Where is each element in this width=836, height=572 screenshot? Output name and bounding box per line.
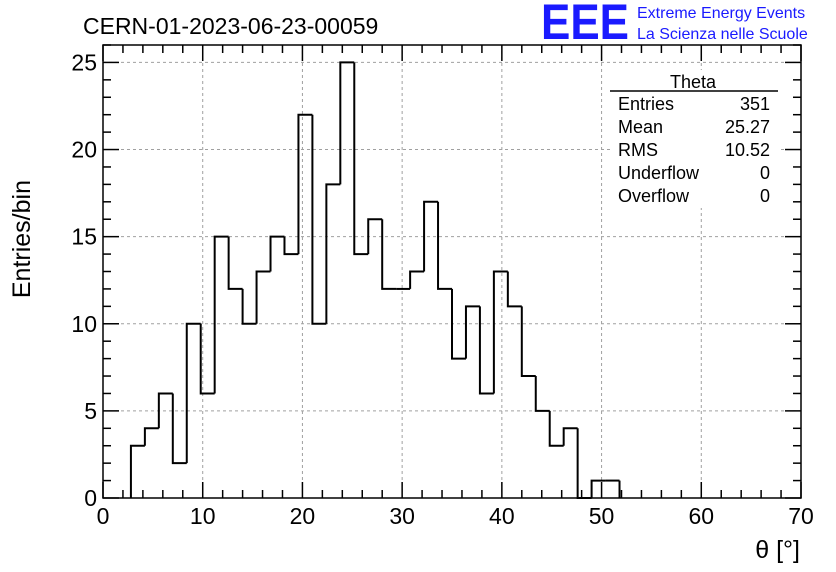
histogram-bin [241, 288, 257, 325]
histogram-bin [325, 183, 341, 324]
axis-ticks [102, 44, 802, 499]
histogram-bin [367, 218, 383, 255]
stats-value: 25.27 [725, 117, 770, 137]
histogram-bin [199, 323, 215, 395]
stats-value: 10.52 [725, 140, 770, 160]
y-tick-label: 20 [71, 137, 97, 163]
histogram-bin [381, 219, 397, 290]
histogram-bin [143, 427, 159, 446]
chart-title: CERN-01-2023-06-23-00059 [83, 13, 378, 39]
x-axis-title: θ [°] [755, 536, 800, 564]
histogram-bin [437, 201, 452, 290]
histogram-bin [157, 392, 173, 429]
y-tick-label: 0 [84, 485, 97, 511]
histogram-bin [590, 479, 606, 498]
stats-value: 351 [740, 94, 770, 114]
histogram-bin [171, 393, 187, 465]
logo-line-1: Extreme Energy Events [637, 5, 805, 22]
eee-logo: EEE Extreme Energy Events La Scienza nel… [541, 0, 808, 50]
stats-label: Entries [618, 94, 674, 114]
histogram-bin [227, 236, 243, 290]
stats-label: RMS [618, 140, 658, 160]
histogram-bin [548, 410, 564, 447]
stats-box: Theta Entries 351 Mean 25.27 RMS 10.52 Underfl… [610, 70, 778, 208]
histogram-bin [269, 235, 285, 272]
x-tick-label: 70 [788, 503, 814, 529]
eee-logo-mark: EEE [541, 0, 629, 50]
x-tick-label: 0 [97, 503, 110, 529]
histogram-bin [339, 61, 355, 185]
histogram-bin [297, 113, 313, 255]
histogram-bin [464, 305, 480, 359]
stats-label: Underflow [618, 163, 700, 183]
y-tick-label: 5 [84, 398, 97, 424]
histogram-bin [478, 306, 494, 395]
stats-value: 0 [760, 163, 770, 183]
stats-box-title: Theta [670, 72, 717, 92]
x-tick-label: 60 [688, 503, 714, 529]
histogram-bin [451, 288, 466, 360]
histogram-bin [520, 306, 536, 378]
histogram-bin [423, 200, 439, 272]
histogram-bin [506, 271, 522, 308]
histogram-bin [311, 114, 327, 325]
stats-label: Overflow [618, 186, 690, 206]
stats-value: 0 [760, 186, 770, 206]
x-tick-label: 30 [389, 503, 415, 529]
histogram-bin [353, 62, 369, 256]
x-tick-label: 10 [190, 503, 216, 529]
histogram-bin [185, 322, 201, 464]
stats-rows: Entries 351 Mean 25.27 RMS 10.52 Underflow 0 Ove… [618, 94, 770, 206]
histogram-bin [213, 235, 229, 394]
stats-box-background [610, 70, 778, 208]
logo-line-2: La Scienza nelle Scuole [637, 26, 808, 43]
x-tick-label: 20 [290, 503, 316, 529]
stats-label: Mean [618, 117, 663, 137]
histogram-bin [562, 427, 578, 446]
histogram-bin [255, 270, 271, 324]
histogram-bin [576, 428, 592, 499]
histogram-bin [283, 236, 299, 256]
y-axis-title: Entries/bin [8, 180, 36, 298]
histogram-bin [492, 270, 508, 394]
x-tick-label: 50 [589, 503, 615, 529]
y-tick-label: 10 [71, 311, 97, 337]
y-tick-label: 15 [71, 224, 97, 250]
x-tick-label: 40 [489, 503, 515, 529]
histogram-bin [409, 270, 425, 289]
histogram-bin [129, 444, 145, 498]
tick-labels: 0 10 20 30 40 50 60 70 0 5 10 15 20 25 [71, 49, 813, 529]
histogram [129, 61, 621, 499]
y-tick-label: 25 [71, 49, 97, 75]
histogram-bin [534, 376, 550, 412]
